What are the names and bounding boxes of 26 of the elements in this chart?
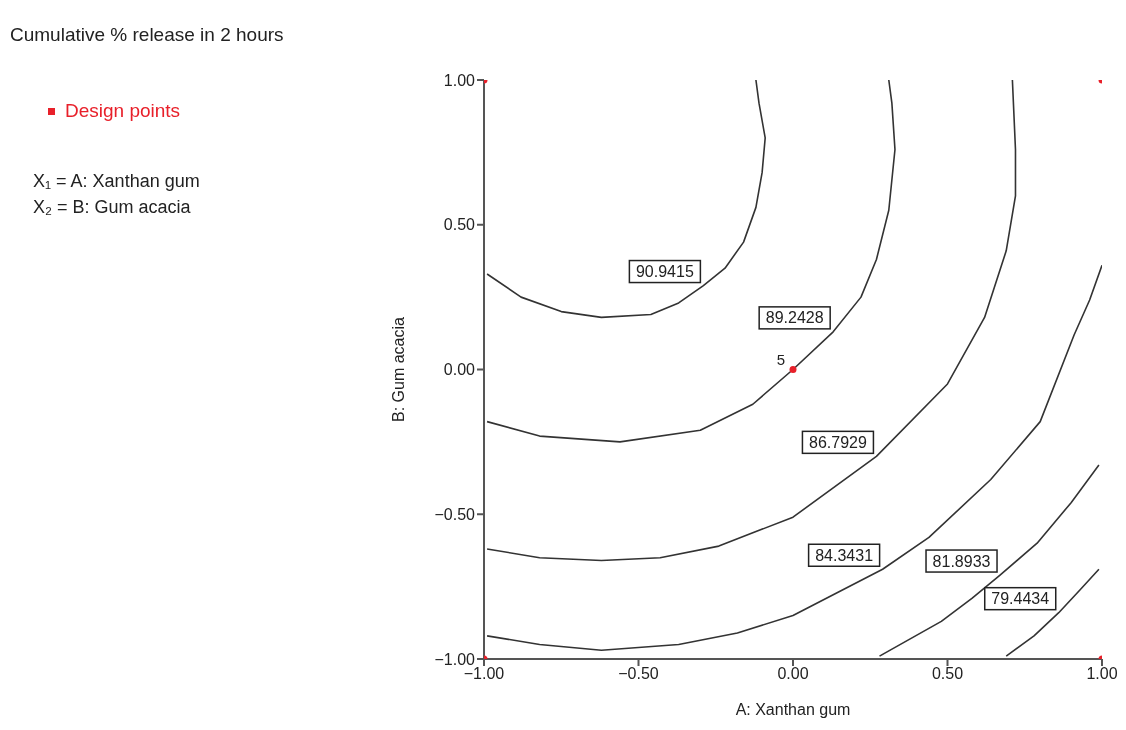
- x-tick-label: −0.50: [618, 665, 659, 683]
- y-tick-label: −1.00: [434, 650, 476, 668]
- x-tick-label: 1.00: [1086, 665, 1118, 683]
- y-tick-label: 0.00: [443, 361, 476, 379]
- y-axis-title: B: Gum acacia: [389, 316, 407, 422]
- x-axis-title: A: Xanthan gum: [735, 701, 851, 718]
- x-tick-label: 0.50: [931, 665, 964, 683]
- y-tick-label: −0.50: [434, 505, 476, 523]
- series-label: 90.9415: [635, 263, 694, 281]
- y-tick-label: 0.50: [443, 216, 476, 234]
- y-tick-label: 1.00: [443, 71, 476, 89]
- line-series: [486, 80, 766, 319]
- legend-label: Design points: [65, 100, 181, 122]
- text: X₂ = B: Gum acacia: [33, 196, 192, 219]
- series-label: 86.7929: [809, 433, 867, 451]
- line-series: [486, 264, 1102, 652]
- series-label: 79.4434: [991, 590, 1050, 608]
- series-label: 81.8933: [932, 552, 991, 570]
- text: X₁ = A: Xanthan gum: [33, 170, 200, 193]
- series-label: 84.3431: [815, 546, 874, 564]
- series-label: 89.2428: [765, 309, 824, 327]
- x-tick-label: −1.00: [463, 665, 505, 683]
- text: Cumulative % release in 2 hours: [10, 24, 284, 46]
- x-tick-label: 0.00: [777, 665, 809, 683]
- line-series: [878, 464, 1100, 657]
- annotation: 5: [776, 350, 785, 368]
